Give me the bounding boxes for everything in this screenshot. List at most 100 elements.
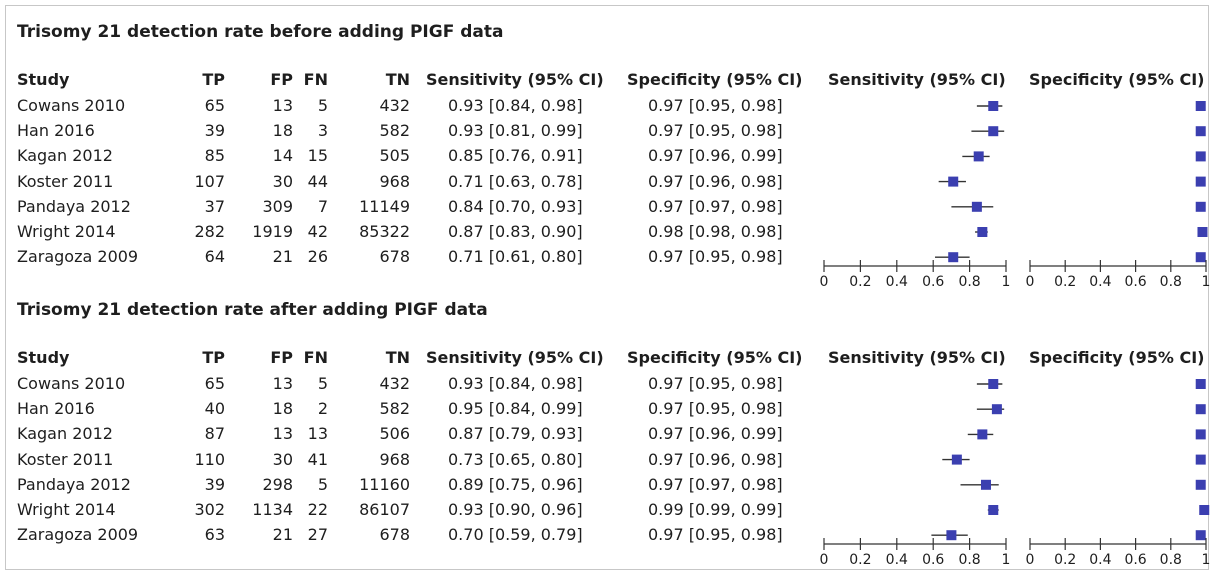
- study-name: Han 2016: [17, 399, 95, 419]
- sensitivity-ci-value: 0.85 [0.76, 0.91]: [448, 146, 583, 166]
- fn-value: 5: [317, 96, 328, 115]
- specificity-point: [1195, 530, 1206, 541]
- header-sensitivity-ci: Sensitivity (95% CI): [426, 70, 604, 89]
- fn-value: 22: [307, 500, 328, 519]
- fp-value: 13: [272, 96, 293, 115]
- header-specificity-plot: Specificity (95% CI): [1029, 70, 1205, 89]
- tn-value: 85322: [359, 222, 410, 241]
- sensitivity-point: [980, 479, 991, 490]
- fn-value: 26: [307, 247, 328, 267]
- specificity-ci-value: 0.97 [0.96, 0.98]: [648, 171, 783, 191]
- study-name: Cowans 2010: [17, 96, 126, 115]
- specificity-point: [1195, 429, 1206, 440]
- fp-value: 1134: [252, 500, 293, 519]
- fn-value: 5: [317, 374, 328, 393]
- header-fp: FP: [270, 70, 293, 89]
- sensitivity-ci-value: 0.93 [0.84, 0.98]: [448, 96, 583, 115]
- specificity-point: [1199, 505, 1210, 515]
- tp-value: 37: [204, 196, 225, 216]
- sensitivity-tick-label: 1: [1002, 552, 1011, 568]
- tp-value: 39: [204, 121, 225, 141]
- fn-value: 44: [307, 171, 328, 191]
- fn-value: 27: [307, 525, 328, 545]
- sensitivity-point: [977, 429, 988, 440]
- header-tp: TP: [202, 348, 225, 367]
- sensitivity-point: [988, 379, 999, 389]
- sensitivity-ci-value: 0.70 [0.59, 0.79]: [448, 525, 583, 545]
- specificity-point: [1195, 379, 1206, 389]
- sensitivity-tick-label: 0.6: [922, 552, 944, 568]
- specificity-ci-value: 0.99 [0.99, 0.99]: [648, 500, 783, 519]
- fp-value: 30: [272, 171, 293, 191]
- sensitivity-point: [973, 151, 984, 162]
- sensitivity-tick-label: 0: [820, 552, 829, 568]
- fp-value: 14: [272, 146, 293, 166]
- specificity-point: [1195, 151, 1206, 162]
- sensitivity-tick-label: 0.4: [886, 552, 908, 568]
- tp-value: 110: [194, 449, 225, 469]
- specificity-point: [1195, 252, 1206, 263]
- specificity-ci-value: 0.97 [0.96, 0.98]: [648, 449, 783, 469]
- specificity-ci-value: 0.97 [0.95, 0.98]: [648, 399, 783, 419]
- specificity-tick-label: 0.6: [1124, 552, 1146, 568]
- sensitivity-point: [948, 252, 959, 263]
- fp-value: 13: [272, 374, 293, 393]
- sensitivity-ci-value: 0.93 [0.90, 0.96]: [448, 500, 583, 519]
- tp-value: 63: [204, 525, 225, 545]
- tn-value: 505: [379, 146, 410, 166]
- specificity-ci-value: 0.97 [0.95, 0.98]: [648, 96, 783, 115]
- study-name: Wright 2014: [17, 500, 116, 519]
- sensitivity-tick-label: 0.6: [922, 274, 944, 290]
- tp-value: 40: [204, 399, 225, 419]
- forest-panel-before: Trisomy 21 detection rate before adding …: [17, 22, 1210, 290]
- header-specificity-ci: Specificity (95% CI): [627, 70, 803, 89]
- tp-value: 65: [204, 374, 225, 393]
- fp-value: 309: [262, 196, 293, 216]
- sensitivity-ci-value: 0.89 [0.75, 0.96]: [448, 474, 583, 494]
- tp-value: 302: [194, 500, 225, 519]
- fn-value: 5: [317, 474, 328, 494]
- tp-value: 85: [204, 146, 225, 166]
- sensitivity-tick-label: 0: [820, 274, 829, 290]
- sensitivity-ci-value: 0.93 [0.81, 0.99]: [448, 121, 583, 141]
- forest-panel-after: Trisomy 21 detection rate after adding P…: [0, 278, 1214, 568]
- tp-value: 64: [204, 247, 225, 267]
- sensitivity-ci-value: 0.71 [0.61, 0.80]: [448, 247, 583, 267]
- specificity-tick-label: 0.2: [1054, 274, 1076, 290]
- study-name: Kagan 2012: [17, 146, 113, 166]
- fp-value: 18: [272, 399, 293, 419]
- specificity-point: [1195, 201, 1206, 212]
- header-tp: TP: [202, 70, 225, 89]
- sensitivity-ci-value: 0.87 [0.83, 0.90]: [448, 222, 583, 241]
- header-specificity-ci: Specificity (95% CI): [627, 348, 803, 367]
- specificity-ci-value: 0.97 [0.95, 0.98]: [648, 121, 783, 141]
- fp-value: 30: [272, 449, 293, 469]
- header-specificity-plot: Specificity (95% CI): [1029, 348, 1205, 367]
- tp-value: 39: [204, 474, 225, 494]
- tn-value: 506: [379, 424, 410, 444]
- header-study: Study: [17, 348, 70, 367]
- tp-value: 282: [194, 222, 225, 241]
- study-name: Kagan 2012: [17, 424, 113, 444]
- study-name: Han 2016: [17, 121, 95, 141]
- specificity-tick-label: 0: [1026, 552, 1035, 568]
- specificity-tick-label: 0.8: [1160, 552, 1182, 568]
- sensitivity-point: [971, 201, 982, 212]
- sensitivity-tick-label: 0.4: [886, 274, 908, 290]
- tp-value: 65: [204, 96, 225, 115]
- panel-title: Trisomy 21 detection rate after adding P…: [17, 300, 488, 320]
- sensitivity-point: [948, 176, 959, 187]
- tn-value: 11149: [359, 196, 410, 216]
- sensitivity-tick-label: 0.8: [958, 274, 980, 290]
- sensitivity-tick-label: 0.2: [849, 552, 871, 568]
- specificity-ci-value: 0.97 [0.96, 0.99]: [648, 424, 783, 444]
- fn-value: 41: [307, 449, 328, 469]
- sensitivity-ci-value: 0.87 [0.79, 0.93]: [448, 424, 583, 444]
- sensitivity-ci-value: 0.93 [0.84, 0.98]: [448, 374, 583, 393]
- header-sensitivity-ci: Sensitivity (95% CI): [426, 348, 604, 367]
- study-name: Zaragoza 2009: [17, 247, 139, 267]
- sensitivity-point: [951, 454, 962, 465]
- specificity-ci-value: 0.97 [0.96, 0.99]: [648, 146, 783, 166]
- specificity-point: [1195, 479, 1206, 490]
- specificity-ci-value: 0.97 [0.95, 0.98]: [648, 374, 783, 393]
